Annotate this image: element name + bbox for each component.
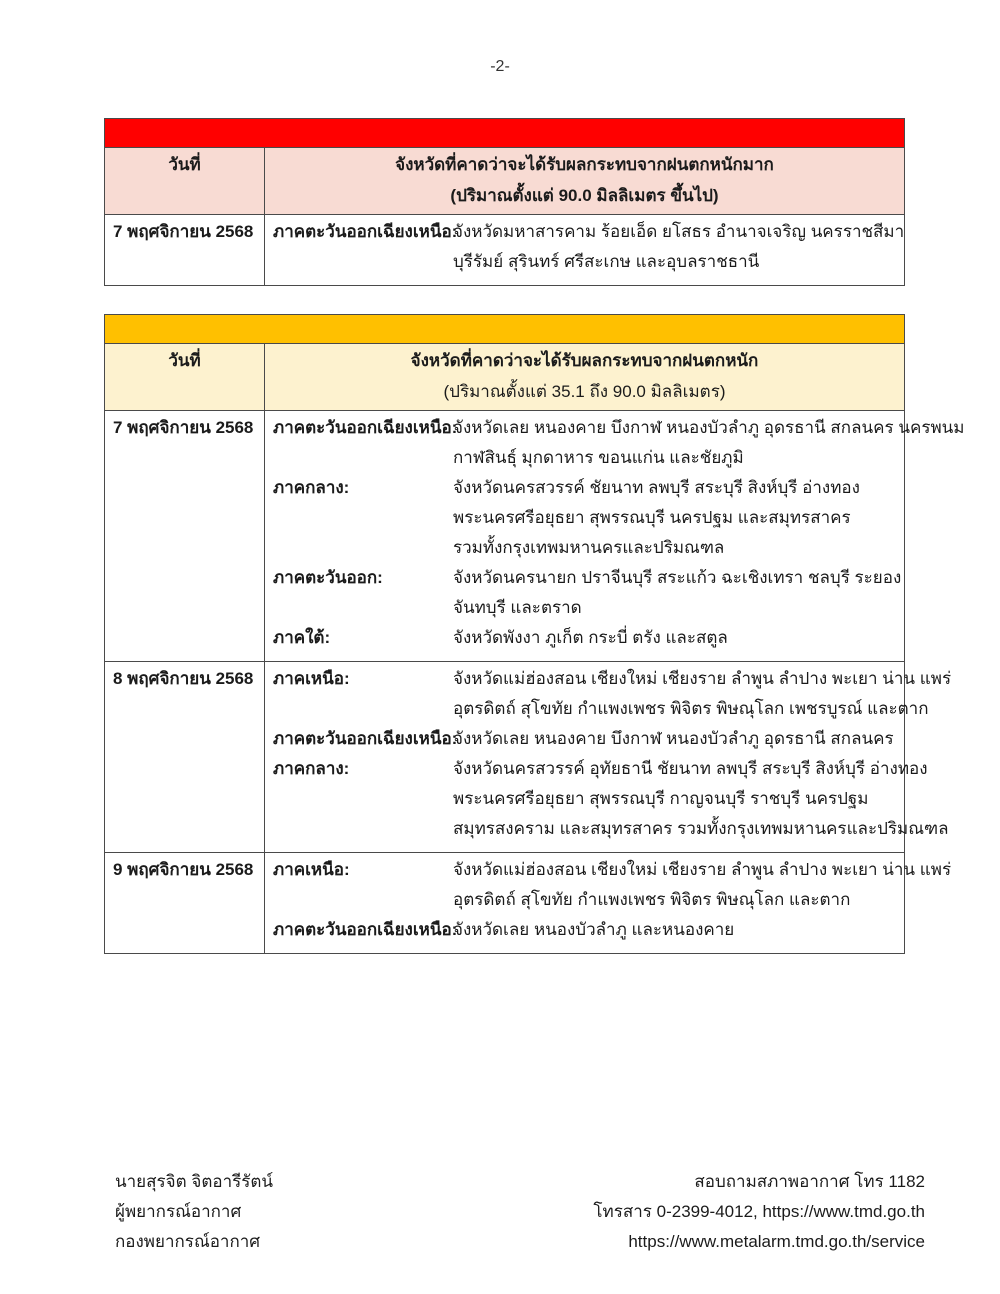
- table-title-cell: จังหวัดที่คาดว่าจะได้รับผลกระทบจากฝนตกหน…: [264, 147, 905, 215]
- province-line: พระนครศรีอยุธยา สุพรรณบุรี นครปฐม และสมุ…: [453, 508, 851, 527]
- province-line: รวมทั้งกรุงเทพมหานครและปริมณฑล: [453, 538, 725, 557]
- province-line: กาฬสินธุ์ มุกดาหาร ขอนแก่น และชัยภูมิ: [453, 448, 744, 467]
- very-heavy-rain-color-bar: [104, 118, 905, 148]
- province-list: จังหวัดแม่ฮ่องสอน เชียงใหม่ เชียงราย ลำพ…: [453, 855, 951, 915]
- date-cell: 8 พฤศจิกายน 2568: [104, 661, 265, 853]
- province-list: จังหวัดนครสวรรค์ อุทัยธานี ชัยนาท ลพบุรี…: [453, 754, 951, 844]
- province-line: บุรีรัมย์ สุรินทร์ ศรีสะเกษ และอุบลราชธา…: [453, 252, 760, 271]
- date-column-header: วันที่: [104, 343, 265, 411]
- province-line: จันทบุรี และตราด: [453, 598, 582, 617]
- province-list: จังหวัดนครสวรรค์ ชัยนาท ลพบุรี สระบุรี ส…: [453, 473, 965, 563]
- table-row: วันที่ จังหวัดที่คาดว่าจะได้รับผลกระทบจา…: [104, 147, 905, 215]
- table-title: จังหวัดที่คาดว่าจะได้รับผลกระทบจากฝนตกหน…: [395, 155, 774, 174]
- page-number: -2-: [490, 58, 510, 75]
- forecaster-name: นายสุรจิต จิตอารีรัตน์: [115, 1172, 274, 1191]
- province-line: พระนครศรีอยุธยา สุพรรณบุรี กาญจนบุรี ราช…: [453, 789, 869, 808]
- table-row: วันที่ จังหวัดที่คาดว่าจะได้รับผลกระทบจา…: [104, 343, 905, 411]
- regions-cell: ภาคตะวันออกเฉียงเหนือ: จังหวัดมหาสารคาม …: [264, 214, 905, 286]
- table-row: [104, 118, 905, 148]
- province-list: จังหวัดนครนายก ปราจีนบุรี สระแก้ว ฉะเชิง…: [453, 563, 965, 623]
- province-list: จังหวัดพังงา ภูเก็ต กระบี่ ตรัง และสตูล: [453, 623, 965, 653]
- region-label: ภาคตะวันออกเฉียงเหนือ:: [273, 418, 458, 437]
- date-cell: 7 พฤศจิกายน 2568: [104, 410, 265, 662]
- province-line: จังหวัดนครสวรรค์ อุทัยธานี ชัยนาท ลพบุรี…: [453, 759, 928, 778]
- table-subtitle: (ปริมาณตั้งแต่ 90.0 มิลลิเมตร ขึ้นไป): [450, 186, 719, 205]
- date-column-header: วันที่: [104, 147, 265, 215]
- metalarm-url: https://www.metalarm.tmd.go.th/service: [628, 1232, 925, 1251]
- region-label: ภาคตะวันออก:: [273, 568, 383, 587]
- province-list: จังหวัดแม่ฮ่องสอน เชียงใหม่ เชียงราย ลำพ…: [453, 664, 951, 724]
- region-label: ภาคตะวันออกเฉียงเหนือ:: [273, 729, 458, 748]
- footer-forecaster-block: นายสุรจิต จิตอารีรัตน์ ผู้พยากรณ์อากาศ ก…: [115, 1167, 273, 1257]
- region-label: ภาคกลาง:: [273, 759, 350, 778]
- province-list: จังหวัดเลย หนองคาย บึงกาฬ หนองบัวลำภู อุ…: [453, 724, 951, 754]
- footer: นายสุรจิต จิตอารีรัตน์ ผู้พยากรณ์อากาศ ก…: [115, 1167, 925, 1257]
- province-line: อุตรดิตถ์ สุโขทัย กำแพงเพชร พิจิตร พิษณุ…: [453, 699, 929, 718]
- province-line: จังหวัดเลย หนองคาย บึงกาฬ หนองบัวลำภู อุ…: [453, 729, 894, 748]
- table-subtitle: (ปริมาณตั้งแต่ 35.1 ถึง 90.0 มิลลิเมตร): [443, 382, 726, 401]
- province-line: จังหวัดเลย หนองบัวลำภู และหนองคาย: [453, 920, 735, 939]
- region-label: ภาคเหนือ:: [273, 669, 350, 688]
- table-row: 8 พฤศจิกายน 2568 ภาคเหนือ: จังหวัดแม่ฮ่อ…: [104, 661, 951, 853]
- province-line: จังหวัดแม่ฮ่องสอน เชียงใหม่ เชียงราย ลำพ…: [453, 860, 952, 879]
- very-heavy-rain-table: วันที่ จังหวัดที่คาดว่าจะได้รับผลกระทบจา…: [104, 118, 905, 286]
- province-list: จังหวัดเลย หนองบัวลำภู และหนองคาย: [453, 915, 951, 945]
- fax-and-website: โทรสาร 0-2399-4012, https://www.tmd.go.t…: [593, 1202, 925, 1221]
- forecaster-division: กองพยากรณ์อากาศ: [115, 1232, 261, 1251]
- region-label: ภาคตะวันออกเฉียงเหนือ:: [273, 222, 458, 241]
- table-title-cell: จังหวัดที่คาดว่าจะได้รับผลกระทบจากฝนตกหน…: [264, 343, 905, 411]
- province-line: จังหวัดนครสวรรค์ ชัยนาท ลพบุรี สระบุรี ส…: [453, 478, 860, 497]
- date-cell: 7 พฤศจิกายน 2568: [104, 214, 265, 286]
- province-line: จังหวัดเลย หนองคาย บึงกาฬ หนองบัวลำภู อุ…: [453, 418, 965, 437]
- table-row: 7 พฤศจิกายน 2568 ภาคตะวันออกเฉียงเหนือ: …: [104, 410, 965, 662]
- regions-cell: ภาคเหนือ: จังหวัดแม่ฮ่องสอน เชียงใหม่ เช…: [264, 852, 951, 954]
- province-list: จังหวัดมหาสารคาม ร้อยเอ็ด ยโสธร อำนาจเจร…: [453, 217, 904, 277]
- table-title: จังหวัดที่คาดว่าจะได้รับผลกระทบจากฝนตกหน…: [410, 351, 759, 370]
- heavy-rain-table: วันที่ จังหวัดที่คาดว่าจะได้รับผลกระทบจา…: [104, 314, 965, 954]
- region-label: ภาคกลาง:: [273, 478, 350, 497]
- region-label: ภาคเหนือ:: [273, 860, 350, 879]
- regions-cell: ภาคตะวันออกเฉียงเหนือ: จังหวัดเลย หนองคา…: [264, 410, 965, 662]
- province-line: จังหวัดนครนายก ปราจีนบุรี สระแก้ว ฉะเชิง…: [453, 568, 902, 587]
- province-line: จังหวัดมหาสารคาม ร้อยเอ็ด ยโสธร อำนาจเจร…: [453, 222, 905, 241]
- province-list: จังหวัดเลย หนองคาย บึงกาฬ หนองบัวลำภู อุ…: [453, 413, 965, 473]
- table-row: 7 พฤศจิกายน 2568 ภาคตะวันออกเฉียงเหนือ: …: [104, 214, 905, 286]
- heavy-rain-color-bar: [104, 314, 905, 344]
- region-label: ภาคตะวันออกเฉียงเหนือ:: [273, 920, 458, 939]
- province-line: สมุทรสงคราม และสมุทรสาคร รวมทั้งกรุงเทพม…: [453, 819, 949, 838]
- weather-inquiry-phone: สอบถามสภาพอากาศ โทร 1182: [694, 1172, 925, 1191]
- province-line: อุตรดิตถ์ สุโขทัย กำแพงเพชร พิจิตร พิษณุ…: [453, 890, 851, 909]
- regions-cell: ภาคเหนือ: จังหวัดแม่ฮ่องสอน เชียงใหม่ เช…: [264, 661, 951, 853]
- province-line: จังหวัดพังงา ภูเก็ต กระบี่ ตรัง และสตูล: [453, 628, 728, 647]
- footer-contact-block: สอบถามสภาพอากาศ โทร 1182 โทรสาร 0-2399-4…: [593, 1167, 925, 1257]
- forecaster-title: ผู้พยากรณ์อากาศ: [115, 1202, 242, 1221]
- table-row: 9 พฤศจิกายน 2568 ภาคเหนือ: จังหวัดแม่ฮ่อ…: [104, 852, 951, 954]
- region-label: ภาคใต้:: [273, 628, 331, 647]
- table-row: [104, 314, 905, 344]
- province-line: จังหวัดแม่ฮ่องสอน เชียงใหม่ เชียงราย ลำพ…: [453, 669, 952, 688]
- date-cell: 9 พฤศจิกายน 2568: [104, 852, 265, 954]
